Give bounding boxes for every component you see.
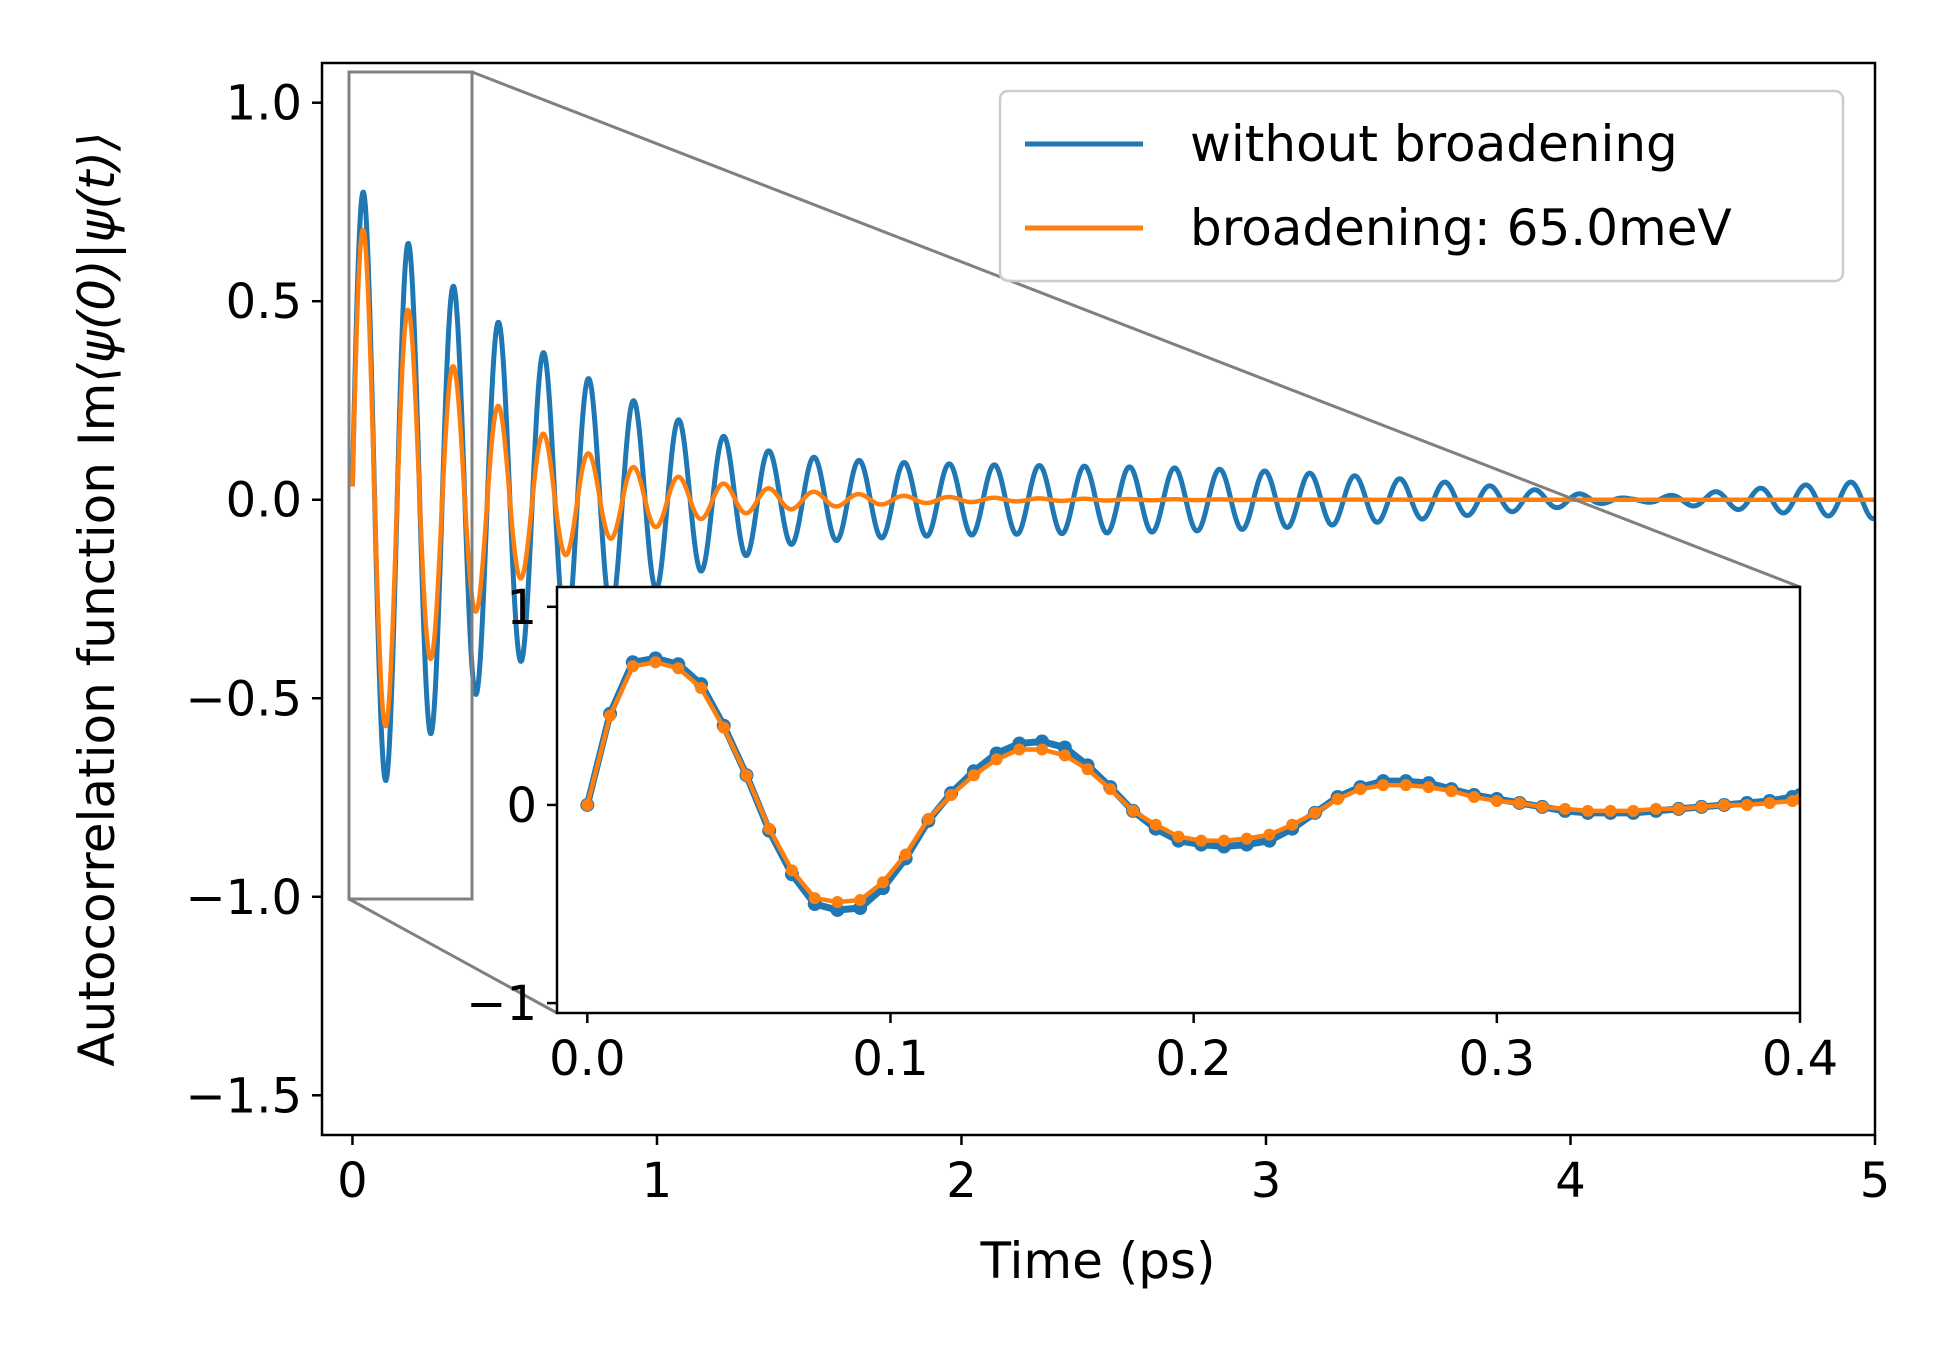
inset-point-1 [1149, 818, 1162, 831]
inset-x-tick-label: 0.0 [549, 1031, 625, 1087]
main-series-group [349, 189, 1875, 784]
inset-point-1 [1104, 783, 1117, 796]
inset-point-1 [785, 864, 798, 877]
inset-point-1 [1286, 818, 1299, 831]
main-x-axis: 0 1 2 3 4 5 [337, 1135, 1890, 1209]
inset-point-1 [1195, 834, 1208, 847]
inset-point-1 [1354, 783, 1367, 796]
legend-label-without-broadening: without broadening [1190, 115, 1678, 173]
inset-point-1 [1604, 804, 1617, 817]
inset-y-tick-label: 1 [506, 580, 537, 636]
inset-y-tick-label: 0 [506, 778, 537, 834]
main-y-axis: 1.0 0.5 0.0 −0.5 −1.0 −1.5 [185, 76, 322, 1124]
inset-point-1 [1740, 798, 1753, 811]
inset-point-1 [990, 753, 1003, 766]
inset-point-1 [717, 721, 730, 734]
main-x-tick-label: 2 [946, 1153, 977, 1209]
inset-point-1 [967, 769, 980, 782]
inset-point-1 [1627, 804, 1640, 817]
main-series-line-1 [350, 227, 1875, 729]
inset-point-1 [1263, 828, 1276, 841]
inset-point-1 [1377, 779, 1390, 792]
inset-point-1 [604, 709, 617, 722]
main-y-tick-label: −1.5 [185, 1068, 302, 1124]
inset-plot: 0.0 0.1 0.2 0.3 0.4 1 0 −1 [466, 580, 1838, 1087]
inset-x-tick-label: 0.4 [1762, 1031, 1838, 1087]
inset-point-1 [831, 896, 844, 909]
inset-y-axis: 1 0 −1 [466, 580, 557, 1032]
inset-point-1 [876, 876, 889, 889]
main-y-tick-label: 0.5 [226, 274, 302, 330]
inset-point-1 [1536, 800, 1549, 813]
inset-point-1 [1513, 796, 1526, 809]
inset-point-1 [945, 789, 958, 802]
inset-point-1 [1718, 798, 1731, 811]
main-plot-frame [320, 61, 1877, 1137]
inset-point-1 [1331, 793, 1344, 806]
main-x-tick-label: 1 [642, 1153, 673, 1209]
inset-point-1 [1649, 802, 1662, 815]
legend: without broadening broadening: 65.0meV [998, 89, 1845, 283]
inset-point-1 [649, 656, 662, 669]
inset-point-1 [1217, 834, 1230, 847]
main-y-tick-label: −1.0 [185, 870, 302, 926]
inset-point-1 [1490, 794, 1503, 807]
inset-point-1 [1672, 802, 1685, 815]
y-axis-label-prefix: Autocorrelation function Im [68, 383, 126, 1067]
legend-label-broadening: broadening: 65.0meV [1190, 199, 1732, 257]
main-y-tick-label: 0.0 [226, 473, 302, 529]
inset-point-1 [1081, 763, 1094, 776]
inset-plot-frame [555, 585, 1802, 1015]
y-axis-label-math: ⟨ψ(0)|ψ(t)⟩ [68, 131, 126, 382]
inset-point-1 [854, 894, 867, 907]
inset-point-1 [1422, 781, 1435, 794]
x-axis-label: Time (ps) [979, 1232, 1215, 1290]
inset-point-1 [740, 769, 753, 782]
inset-series-group [580, 651, 1800, 917]
inset-y-tick-label: −1 [466, 976, 537, 1032]
inset-x-tick-label: 0.1 [852, 1031, 928, 1087]
inset-point-1 [1399, 779, 1412, 792]
inset-point-1 [1695, 800, 1708, 813]
inset-point-1 [1127, 804, 1140, 817]
legend-frame [998, 89, 1845, 283]
inset-point-1 [1308, 806, 1321, 819]
inset-point-1 [1794, 793, 1800, 806]
main-x-tick-label: 3 [1251, 1153, 1282, 1209]
inset-point-1 [1058, 749, 1071, 762]
inset-point-1 [1240, 832, 1253, 845]
y-axis-label: Autocorrelation function Im⟨ψ(0)|ψ(t)⟩ [68, 131, 126, 1066]
inset-point-1 [695, 682, 708, 695]
main-x-tick-label: 5 [1860, 1153, 1891, 1209]
inset-point-1 [763, 822, 776, 835]
main-y-tick-label: −0.5 [185, 671, 302, 727]
zoom-region-box [347, 70, 474, 901]
inset-point-1 [1581, 804, 1594, 817]
inset-point-1 [899, 848, 912, 861]
zoom-connector-bottom [348, 897, 558, 1015]
inset-point-1 [1013, 743, 1026, 756]
main-x-tick-label: 0 [337, 1153, 368, 1209]
inset-point-1 [1763, 796, 1776, 809]
inset-point-1 [1172, 830, 1185, 843]
inset-point-1 [626, 660, 639, 673]
main-x-tick-label: 4 [1555, 1153, 1586, 1209]
inset-plot-background [557, 587, 1800, 1013]
inset-point-1 [922, 812, 935, 825]
inset-point-1 [1036, 743, 1049, 756]
main-y-tick-label: 1.0 [226, 76, 302, 132]
inset-point-1 [1468, 791, 1481, 804]
inset-point-1 [672, 662, 685, 675]
inset-x-tick-label: 0.2 [1155, 1031, 1231, 1087]
inset-x-axis: 0.0 0.1 0.2 0.3 0.4 [549, 1013, 1838, 1087]
inset-point-1 [1559, 802, 1572, 815]
inset-point-1 [1445, 785, 1458, 798]
inset-point-1 [581, 798, 594, 811]
inset-x-tick-label: 0.3 [1459, 1031, 1535, 1087]
inset-point-1 [808, 892, 821, 905]
zoom-connector-top [471, 70, 1801, 589]
